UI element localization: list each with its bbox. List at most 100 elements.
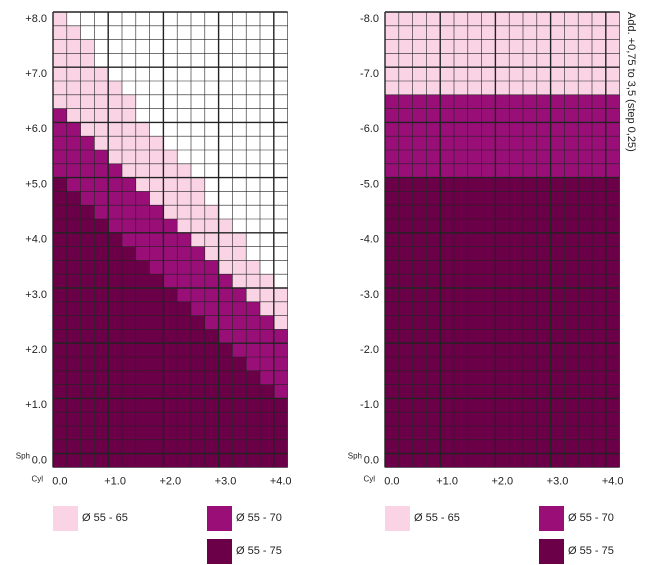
col-label: 0.0 xyxy=(384,475,399,487)
cell-band xyxy=(66,12,81,26)
cell-band xyxy=(135,191,150,261)
side-note: Add. +0,75 to 3,5 (step 0,25) xyxy=(625,12,637,152)
row-label: -4.0 xyxy=(360,234,379,246)
col-label: +3.0 xyxy=(547,475,569,487)
cell-band xyxy=(246,301,260,371)
cell-band xyxy=(177,163,191,233)
cell-band xyxy=(578,177,592,468)
cell-band xyxy=(191,246,205,316)
row-label: -2.0 xyxy=(360,344,379,356)
cell-band xyxy=(246,260,260,302)
col-label: +3.0 xyxy=(215,475,237,487)
legend-swatch xyxy=(539,539,564,564)
legend-label: Ø 55 - 65 xyxy=(82,512,128,524)
sph-label: Sph xyxy=(348,451,362,460)
cell-band xyxy=(454,177,468,468)
cell-band xyxy=(53,12,67,109)
cyl-label: Cyl xyxy=(363,475,375,484)
cell-band xyxy=(523,177,537,468)
sph-label: Sph xyxy=(16,451,30,460)
cell-band xyxy=(467,177,482,468)
cell-band xyxy=(53,108,67,178)
legend-label: Ø 55 - 75 xyxy=(236,545,282,557)
cell-band xyxy=(163,219,178,288)
cell-band xyxy=(509,177,523,468)
cell-band xyxy=(495,177,510,468)
cell-band xyxy=(273,288,288,330)
row-label: -1.0 xyxy=(360,399,379,411)
row-label: -3.0 xyxy=(360,289,379,301)
col-label: +1.0 xyxy=(436,475,458,487)
cell-band xyxy=(273,398,288,468)
legend-swatch xyxy=(385,506,410,531)
col-label: 0.0 xyxy=(52,475,67,487)
cell-band xyxy=(53,177,67,468)
cell-band xyxy=(108,163,122,233)
cell-band xyxy=(149,136,164,206)
cell-band xyxy=(108,12,122,81)
cell-band xyxy=(218,274,233,344)
cell-band xyxy=(163,150,178,219)
row-label: -8.0 xyxy=(360,13,379,25)
col-label: +1.0 xyxy=(104,475,126,487)
cell-band xyxy=(163,288,178,468)
cell-band xyxy=(149,205,164,275)
cell-band xyxy=(66,122,81,192)
legend-swatch xyxy=(539,506,564,531)
cell-band xyxy=(66,25,81,123)
row-label: +2.0 xyxy=(25,344,47,356)
row-label: -5.0 xyxy=(360,178,379,190)
legend-swatch xyxy=(207,539,232,564)
row-label: +7.0 xyxy=(25,68,47,80)
cell-band xyxy=(80,136,95,206)
cell-band xyxy=(260,274,274,316)
cell-band xyxy=(191,177,205,247)
cell-band xyxy=(94,150,109,219)
legend-label: Ø 55 - 75 xyxy=(568,545,614,557)
col-label: +4.0 xyxy=(270,475,292,487)
cell-band xyxy=(135,122,150,192)
cell-band xyxy=(273,329,288,399)
col-label: +2.0 xyxy=(491,475,513,487)
zero-label: 0.0 xyxy=(364,454,379,466)
cell-band xyxy=(177,232,191,302)
cell-band xyxy=(246,370,260,468)
cell-band xyxy=(398,177,413,468)
cell-band xyxy=(550,177,565,468)
row-label: +4.0 xyxy=(25,234,47,246)
col-label: +4.0 xyxy=(602,475,624,487)
col-label: +2.0 xyxy=(159,475,181,487)
cell-band xyxy=(605,177,620,468)
cell-band xyxy=(149,12,164,137)
cell-band xyxy=(80,39,95,137)
cell-band xyxy=(412,177,427,468)
cell-band xyxy=(385,177,399,468)
legend-label: Ø 55 - 65 xyxy=(414,512,460,524)
cell-band xyxy=(260,315,274,385)
cell-band xyxy=(135,260,150,468)
legend-label: Ø 55 - 70 xyxy=(236,512,282,524)
cell-band xyxy=(80,205,95,468)
legend-label: Ø 55 - 70 xyxy=(568,512,614,524)
cell-band xyxy=(177,12,191,164)
row-label: +6.0 xyxy=(25,123,47,135)
cell-band xyxy=(260,12,274,275)
cell-band xyxy=(426,177,441,468)
zero-label: 0.0 xyxy=(32,454,47,466)
row-label: -7.0 xyxy=(360,68,379,80)
cell-band xyxy=(191,315,205,468)
cell-band xyxy=(564,177,579,468)
cell-band xyxy=(122,177,136,247)
row-label: +8.0 xyxy=(25,13,47,25)
cell-band xyxy=(218,12,233,219)
row-label: +3.0 xyxy=(25,289,47,301)
legend-swatch xyxy=(53,506,78,531)
cell-band xyxy=(536,177,551,468)
cell-band xyxy=(108,232,122,468)
row-label: -6.0 xyxy=(360,123,379,135)
row-label: +5.0 xyxy=(25,178,47,190)
cell-band xyxy=(218,343,233,468)
cell-band xyxy=(232,288,247,357)
cell-band xyxy=(592,177,606,468)
